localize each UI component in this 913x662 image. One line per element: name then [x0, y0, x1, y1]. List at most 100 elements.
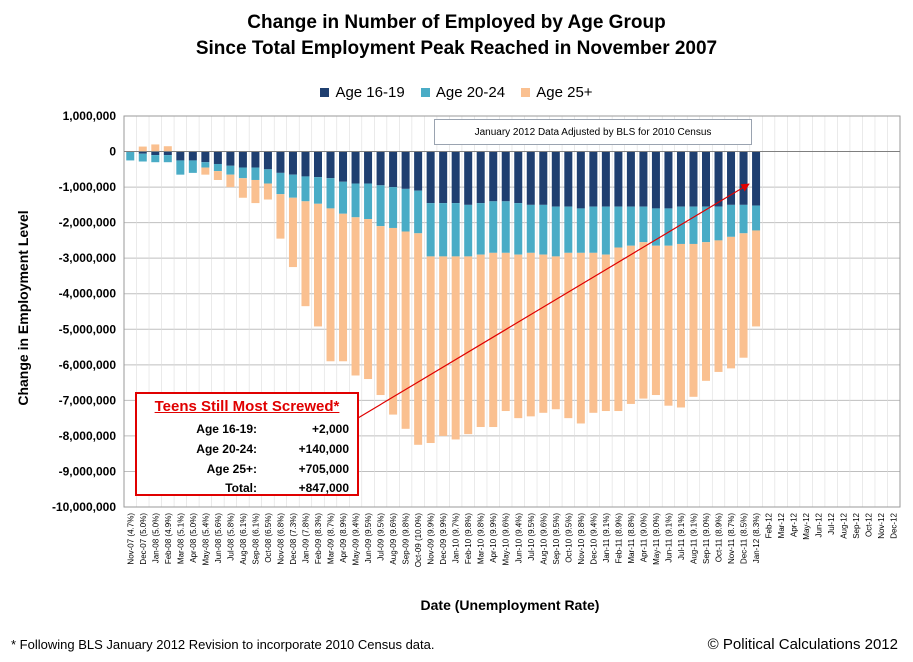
x-tick-label: Mar-08 (5.1%): [176, 513, 185, 564]
callout-title: Teens Still Most Screwed*: [154, 398, 340, 415]
bar-age-25--21: [389, 227, 398, 415]
legend-swatch-age-20-24: [420, 88, 430, 97]
bar-age-16-19-33: [539, 151, 548, 205]
bar-age-25--24: [426, 256, 435, 444]
x-tick-label: Nov-11 (8.7%): [727, 513, 736, 564]
bar-age-25--16: [326, 208, 335, 362]
bar-age-20-24-26: [451, 203, 460, 257]
x-tick-label: Jul-11 (9.1%): [677, 513, 686, 560]
bar-age-16-19-11: [263, 151, 272, 170]
x-tick-label: Nov-08 (6.8%): [276, 513, 285, 565]
bar-age-20-24-47: [714, 206, 723, 241]
bar-age-20-24-40: [626, 206, 635, 246]
bar-age-20-24-50: [752, 205, 761, 231]
x-tick-label: Aug-11 (9.1%): [689, 513, 698, 564]
bar-age-20-24-7: [213, 163, 222, 172]
bar-age-16-19-9: [238, 151, 247, 168]
x-tick-label: Oct-12: [865, 512, 874, 537]
bar-age-25--46: [701, 242, 711, 381]
bar-age-16-19-2: [151, 151, 160, 156]
legend-item-age-20-24: Age 20-24: [420, 84, 506, 101]
bar-age-20-24-2: [151, 155, 160, 163]
x-tick-label: Aug-08 (6.1%): [239, 513, 248, 565]
bar-age-20-24-10: [251, 167, 260, 180]
bar-age-20-24-29: [489, 201, 498, 253]
bar-age-20-24-5: [188, 160, 197, 173]
bar-age-16-19-15: [313, 151, 323, 178]
bar-age-16-19-4: [176, 151, 185, 161]
bar-age-20-24-6: [201, 162, 210, 168]
x-tick-label: Jan-10 (9.7%): [452, 513, 461, 564]
x-tick-label: Oct-11 (8.9%): [715, 513, 724, 563]
y-tick-label: 0: [109, 145, 116, 159]
bar-age-20-24-20: [376, 185, 385, 227]
x-tick-label: Aug-12: [840, 512, 849, 538]
bar-age-20-24-9: [238, 167, 247, 179]
legend-label: Age 20-24: [435, 84, 506, 101]
bar-age-25--8: [226, 174, 235, 188]
bar-age-25--31: [514, 254, 523, 419]
bar-age-20-24-16: [326, 178, 335, 209]
x-tick-label: Nov-12: [877, 512, 886, 538]
bar-age-20-24-38: [601, 206, 610, 255]
bar-age-16-19-50: [752, 151, 761, 206]
bar-age-25--34: [551, 256, 560, 410]
bar-age-20-24-24: [426, 203, 435, 257]
x-tick-label: Apr-11 (9.0%): [639, 513, 648, 563]
y-tick-label: -1,000,000: [59, 180, 117, 194]
bar-age-16-19-10: [251, 151, 260, 168]
census-note: January 2012 Data Adjusted by BLS for 20…: [434, 119, 752, 145]
bar-age-20-24-27: [464, 204, 473, 257]
legend-label: Age 16-19: [335, 84, 405, 101]
bar-age-20-24-23: [414, 190, 423, 234]
bar-age-16-19-24: [426, 151, 435, 204]
bar-age-20-24-1: [138, 153, 147, 162]
x-tick-label: Sep-09 (9.8%): [402, 513, 411, 565]
bar-age-16-19-44: [676, 151, 685, 207]
bar-age-16-19-49: [739, 151, 748, 205]
x-tick-label: Jun-10 (9.4%): [514, 513, 523, 564]
bar-age-20-24-42: [651, 208, 660, 246]
x-tick-label: Nov-09 (9.9%): [427, 513, 436, 565]
y-tick-label: -8,000,000: [59, 429, 117, 443]
bar-age-16-19-5: [188, 151, 197, 161]
bar-age-20-24-32: [526, 204, 535, 253]
x-tick-label: Dec-10 (9.4%): [589, 513, 598, 565]
bar-age-20-24-31: [514, 203, 523, 255]
bar-age-16-19-16: [326, 151, 335, 179]
bar-age-20-24-25: [439, 203, 448, 257]
bar-age-20-24-33: [539, 204, 548, 255]
y-tick-label: -10,000,000: [52, 500, 116, 514]
bar-age-25--13: [288, 197, 297, 268]
bar-age-20-24-39: [614, 206, 623, 248]
bar-age-16-19-8: [226, 151, 235, 166]
x-tick-label: Jan-09 (7.8%): [301, 513, 310, 564]
bar-age-16-19-46: [701, 151, 711, 207]
x-tick-label: Mar-11 (8.8%): [627, 513, 636, 564]
x-tick-label: Jan-11 (9.1%): [602, 513, 611, 563]
x-tick-label: Jul-08 (5.8%): [226, 513, 235, 561]
bar-age-25--33: [539, 254, 548, 413]
x-tick-label: Dec-11 (8.5%): [740, 513, 749, 564]
bar-age-20-24-21: [389, 187, 398, 228]
bar-age-20-24-8: [226, 165, 235, 175]
bar-age-25--11: [263, 183, 272, 200]
bar-age-20-24-4: [176, 160, 185, 175]
bar-age-25--42: [651, 245, 660, 396]
x-tick-label: Apr-08 (5.0%): [189, 513, 198, 563]
legend-item-age-25-plus: Age 25+: [521, 84, 593, 101]
bar-age-25--38: [601, 254, 610, 412]
x-tick-label: May-12: [802, 512, 811, 539]
bar-age-16-19-26: [451, 151, 460, 204]
x-tick-label: Dec-08 (7.3%): [289, 513, 298, 565]
bar-age-20-24-14: [301, 176, 310, 202]
x-tick-label: Sep-08 (6.1%): [251, 513, 260, 565]
x-tick-label: Jun-08 (5.6%): [214, 513, 223, 564]
x-tick-label: Sep-11 (9.0%): [702, 513, 711, 564]
bar-age-16-19-25: [439, 151, 448, 204]
bar-age-16-19-47: [714, 151, 723, 207]
y-tick-label: -4,000,000: [59, 287, 117, 301]
x-tick-label: Dec-09 (9.9%): [439, 513, 448, 565]
bar-age-25--12: [276, 194, 285, 239]
